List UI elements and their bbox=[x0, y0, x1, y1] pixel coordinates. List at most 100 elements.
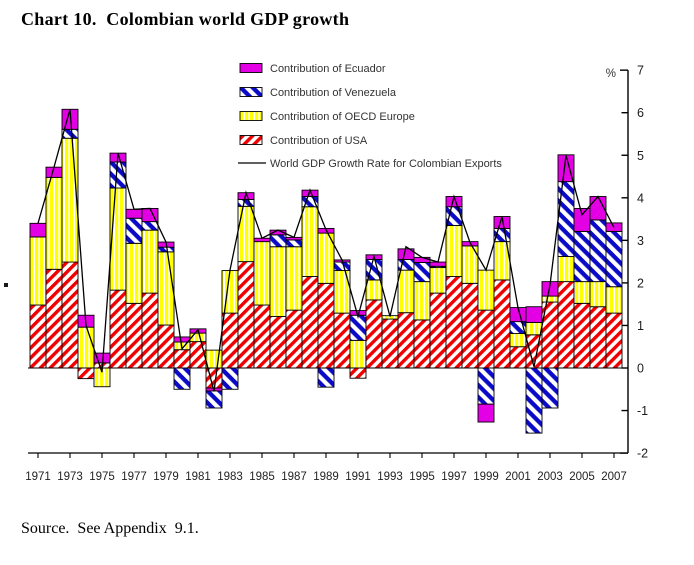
bar-seg-1995-venezuela bbox=[413, 262, 431, 283]
bar-neg-seg-1974-usa bbox=[77, 367, 95, 380]
legend-label-venezuela: Contribution of Venezuela bbox=[270, 87, 397, 99]
y-tick-label-1: 1 bbox=[637, 319, 644, 333]
bar-seg-1987-oecd bbox=[285, 246, 303, 311]
x-tick-label-1971: 1971 bbox=[25, 471, 51, 483]
bar-seg-1979-oecd bbox=[157, 251, 175, 326]
y-tick-label-4: 4 bbox=[637, 191, 644, 205]
bar-seg-2004-usa bbox=[557, 281, 575, 369]
stacked-bars-layer bbox=[29, 108, 623, 434]
bar-seg-1994-oecd bbox=[397, 269, 415, 314]
bar-seg-1972-usa bbox=[45, 268, 63, 369]
bar-seg-1990-oecd bbox=[333, 270, 351, 314]
stray-mark bbox=[4, 283, 8, 287]
bar-seg-1996-usa bbox=[429, 292, 447, 369]
bar-seg-2007-usa bbox=[605, 312, 623, 369]
bar-seg-1999-oecd bbox=[477, 269, 495, 311]
bar-seg-2007-venezuela bbox=[605, 230, 623, 288]
x-tick-label-1989: 1989 bbox=[313, 471, 339, 483]
bar-seg-1997-venezuela bbox=[445, 206, 463, 226]
bar-seg-2000-usa bbox=[493, 279, 511, 369]
y-tick-label-2: 2 bbox=[637, 276, 644, 290]
bar-seg-1991-venezuela bbox=[349, 314, 367, 341]
x-tick-label-1979: 1979 bbox=[153, 471, 179, 483]
bar-seg-2002-ecuador bbox=[525, 306, 543, 323]
x-tick-label-2005: 2005 bbox=[569, 471, 595, 483]
bar-seg-1985-oecd bbox=[253, 241, 271, 306]
bar-seg-1985-usa bbox=[253, 304, 271, 369]
bar-seg-1976-oecd bbox=[109, 187, 127, 291]
x-tick-label-1985: 1985 bbox=[249, 471, 275, 483]
bar-neg-seg-1989-venezuela bbox=[317, 367, 335, 388]
y-tick-label--1: -1 bbox=[637, 404, 648, 418]
bar-seg-1986-usa bbox=[269, 316, 287, 369]
bar-seg-1984-oecd bbox=[237, 205, 255, 263]
bar-seg-1978-usa bbox=[141, 292, 159, 369]
bar-seg-1995-usa bbox=[413, 319, 431, 369]
bar-seg-1984-venezuela bbox=[237, 199, 255, 207]
bar-seg-1997-oecd bbox=[445, 225, 463, 277]
legend-swatch-venezuela bbox=[239, 87, 263, 97]
bar-seg-2004-venezuela bbox=[557, 181, 575, 257]
bar-seg-1977-oecd bbox=[125, 242, 143, 304]
bar-seg-1983-usa bbox=[221, 312, 239, 369]
chart-title: Chart 10. Colombian world GDP growth bbox=[21, 9, 350, 29]
legend-swatch-usa bbox=[239, 135, 263, 145]
x-tick-label-2007: 2007 bbox=[601, 471, 627, 483]
legend-item-line: World GDP Growth Rate for Colombian Expo… bbox=[238, 158, 502, 170]
bar-seg-1984-usa bbox=[237, 261, 255, 369]
bar-seg-2002-oecd bbox=[525, 322, 543, 336]
bar-neg-seg-2003-venezuela bbox=[541, 367, 559, 409]
bar-seg-1987-usa bbox=[285, 309, 303, 369]
bar-seg-1978-oecd bbox=[141, 229, 159, 294]
bar-seg-2004-oecd bbox=[557, 256, 575, 283]
bar-seg-1988-oecd bbox=[301, 206, 319, 277]
bar-seg-1971-ecuador bbox=[29, 222, 47, 238]
bar-seg-1979-venezuela bbox=[157, 246, 175, 253]
legend-item-ecuador: Contribution of Ecuador bbox=[239, 63, 386, 75]
y-tick-label-7: 7 bbox=[637, 64, 644, 78]
legend-swatch-oecd bbox=[239, 111, 263, 121]
percent-unit-label: % bbox=[606, 68, 616, 80]
bar-seg-1991-oecd bbox=[349, 339, 367, 369]
bar-seg-1977-venezuela bbox=[125, 217, 143, 244]
bar-seg-1998-usa bbox=[461, 282, 479, 369]
bar-seg-1996-oecd bbox=[429, 267, 447, 294]
bar-seg-1989-usa bbox=[317, 282, 335, 369]
bar-neg-seg-1999-venezuela bbox=[477, 367, 495, 405]
bar-seg-1995-ecuador bbox=[413, 256, 431, 263]
source-note: Source. See Appendix 9.1. bbox=[21, 520, 199, 537]
bar-seg-1977-ecuador bbox=[125, 208, 143, 219]
axes-and-line-layer bbox=[28, 69, 629, 458]
bar-seg-2006-venezuela bbox=[589, 219, 607, 283]
bar-seg-1983-oecd bbox=[221, 270, 239, 314]
bar-seg-1995-oecd bbox=[413, 281, 431, 321]
bar-seg-1978-venezuela bbox=[141, 221, 159, 231]
x-tick-label-1999: 1999 bbox=[473, 471, 499, 483]
bar-seg-1990-venezuela bbox=[333, 261, 351, 272]
legend-label-oecd: Contribution of OECD Europe bbox=[270, 111, 415, 123]
x-tick-label-1987: 1987 bbox=[281, 471, 307, 483]
y-tick-label-5: 5 bbox=[637, 149, 644, 163]
legend-swatch-ecuador bbox=[239, 63, 263, 73]
bar-seg-2001-oecd bbox=[509, 333, 527, 348]
x-tick-label-1973: 1973 bbox=[57, 471, 83, 483]
legend-label-ecuador: Contribution of Ecuador bbox=[270, 63, 386, 75]
bar-seg-1987-venezuela bbox=[285, 239, 303, 248]
bar-seg-1971-oecd bbox=[29, 236, 47, 306]
bar-seg-1971-usa bbox=[29, 304, 47, 369]
bar-seg-1973-oecd bbox=[61, 137, 79, 263]
legend-label-usa: Contribution of USA bbox=[270, 135, 368, 147]
bar-seg-2005-oecd bbox=[573, 281, 591, 304]
bar-seg-1994-usa bbox=[397, 312, 415, 369]
y-tick-label-3: 3 bbox=[637, 234, 644, 248]
y-tick-label-6: 6 bbox=[637, 106, 644, 120]
bar-neg-seg-1980-venezuela bbox=[173, 367, 191, 390]
x-tick-label-1997: 1997 bbox=[441, 471, 467, 483]
legend: Contribution of Ecuador Contribution of V… bbox=[238, 63, 502, 170]
bar-seg-1999-usa bbox=[477, 309, 495, 369]
bar-seg-1986-venezuela bbox=[269, 234, 287, 248]
tick-labels-layer: 7 6 5 4 3 2 1 0 -1 -2 1971 1973 1975 1977 1979 1981 1983… bbox=[25, 64, 648, 483]
bar-seg-1981-usa bbox=[189, 341, 207, 369]
x-tick-label-1977: 1977 bbox=[121, 471, 147, 483]
